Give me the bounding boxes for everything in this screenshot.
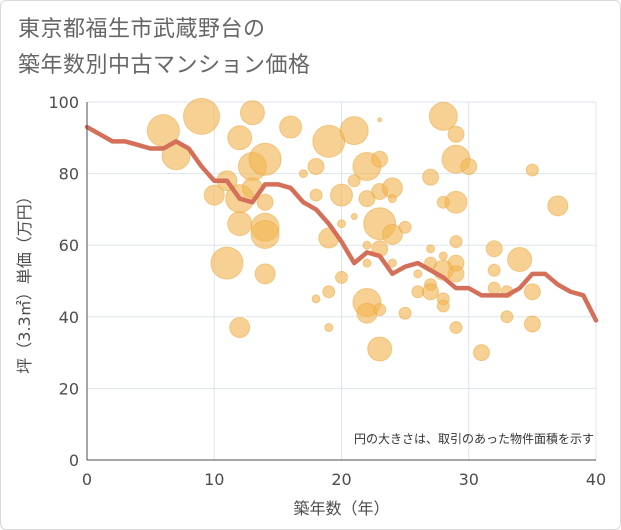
bubble-point <box>256 193 274 211</box>
bubble-point <box>472 344 490 362</box>
bubble-point <box>387 258 397 268</box>
bubble-point <box>449 321 463 335</box>
y-tick-label: 20 <box>59 379 79 398</box>
bubble-point <box>330 183 353 207</box>
bubble-point <box>547 195 569 217</box>
bubble-point <box>229 317 251 339</box>
bubble-point <box>377 117 383 123</box>
bubble-point <box>523 315 541 333</box>
bubble-point <box>335 270 348 284</box>
bubble-point <box>500 310 514 324</box>
bubble-point <box>507 247 533 273</box>
bubble-point <box>428 101 458 131</box>
bubble-point <box>460 157 478 175</box>
bubble-point <box>485 240 503 258</box>
bubble-point <box>279 115 303 139</box>
y-tick-label: 80 <box>59 165 79 184</box>
y-tick-label: 100 <box>48 93 79 112</box>
bubble-point <box>362 258 372 268</box>
bubble-point <box>311 294 321 304</box>
bubble-point <box>227 211 253 237</box>
bubble-point <box>337 219 346 229</box>
bubble-point <box>447 265 465 283</box>
y-axis-label: 坪（3.3㎡）単価（万円） <box>15 188 34 373</box>
bubble-point <box>387 194 397 204</box>
bubble-point <box>324 323 334 333</box>
bubble-point <box>398 220 412 234</box>
bubble-point <box>373 303 387 317</box>
bubble-point <box>367 336 393 362</box>
x-tick-label: 10 <box>204 470 224 489</box>
bubble-point <box>362 240 372 250</box>
bubble-point <box>523 283 541 301</box>
bubble-point <box>358 190 376 208</box>
bubble-point <box>436 299 450 313</box>
bubble-point <box>203 184 225 206</box>
bubble-point <box>449 235 463 249</box>
bubble-point <box>371 150 389 168</box>
bubble-point <box>398 306 412 320</box>
bubble-point <box>347 174 361 188</box>
bubble-size-note: 円の大きさは、取引のあった物件面積を示す <box>354 431 594 446</box>
y-tick-label: 40 <box>59 308 79 327</box>
axes <box>86 102 596 461</box>
bubble-point <box>487 263 501 277</box>
bubble-point <box>422 283 440 301</box>
bubble-point <box>309 188 323 202</box>
tick-labels: 0 10 20 30 40 0 20 40 60 80 100 <box>48 93 606 489</box>
bubble-point <box>248 142 282 176</box>
bubble-point <box>254 263 276 285</box>
bubble-point <box>322 285 336 299</box>
bubble-point <box>525 163 539 177</box>
x-tick-label: 20 <box>331 470 351 489</box>
x-tick-label: 0 <box>82 470 92 489</box>
bubble-point <box>381 223 403 245</box>
chart-title-line-2: 築年数別中古マンション価格 <box>18 53 311 78</box>
bubble-point <box>339 116 369 146</box>
y-tick-label: 0 <box>69 451 79 470</box>
x-tick-label: 40 <box>586 470 606 489</box>
bubble-series <box>146 97 569 362</box>
chart-title-line-1: 東京都福生市武蔵野台の <box>18 17 266 42</box>
bubble-point <box>227 125 253 151</box>
bubble-point <box>250 219 280 249</box>
y-tick-label: 60 <box>59 236 79 255</box>
bubble-point <box>487 281 501 295</box>
bubble-point <box>356 302 378 324</box>
bubble-point <box>413 269 423 279</box>
bubble-point <box>422 168 440 186</box>
bubble-point <box>210 246 244 280</box>
x-tick-label: 30 <box>459 470 479 489</box>
bubble-point <box>183 97 221 135</box>
bubble-point <box>239 100 265 126</box>
bubble-point <box>444 190 468 214</box>
bubble-point <box>411 285 425 299</box>
bubble-point <box>426 244 436 254</box>
chart-title: 東京都福生市武蔵野台の 築年数別中古マンション価格 <box>18 12 578 84</box>
average-price-line <box>84 124 599 323</box>
bubble-point <box>438 251 448 261</box>
x-axis-label: 築年数（年） <box>293 499 389 518</box>
bubble-point <box>447 125 465 143</box>
trend-line-series <box>84 124 599 323</box>
bubble-point <box>298 169 308 179</box>
bubble-point <box>350 213 358 221</box>
bubble-point <box>307 157 325 175</box>
